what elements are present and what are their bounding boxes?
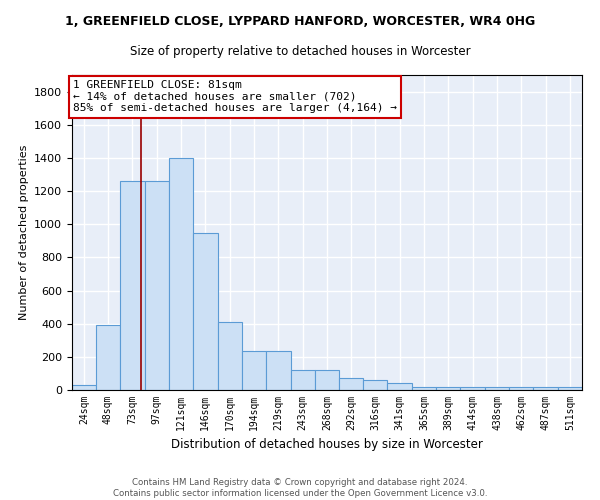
Bar [314, 370, 340, 390]
X-axis label: Distribution of detached houses by size in Worcester: Distribution of detached houses by size … [171, 438, 483, 452]
Bar [364, 380, 388, 390]
Bar [266, 351, 290, 390]
Bar [193, 232, 218, 390]
Y-axis label: Number of detached properties: Number of detached properties [19, 145, 29, 320]
Text: 1 GREENFIELD CLOSE: 81sqm
← 14% of detached houses are smaller (702)
85% of semi: 1 GREENFIELD CLOSE: 81sqm ← 14% of detac… [73, 80, 397, 113]
Bar [388, 382, 412, 390]
Bar [485, 386, 509, 390]
Bar [218, 322, 242, 390]
Bar [340, 378, 364, 390]
Bar [169, 158, 193, 390]
Text: Contains HM Land Registry data © Crown copyright and database right 2024.
Contai: Contains HM Land Registry data © Crown c… [113, 478, 487, 498]
Bar [412, 386, 436, 390]
Bar [509, 386, 533, 390]
Bar [242, 351, 266, 390]
Bar [558, 386, 582, 390]
Bar [145, 181, 169, 390]
Text: 1, GREENFIELD CLOSE, LYPPARD HANFORD, WORCESTER, WR4 0HG: 1, GREENFIELD CLOSE, LYPPARD HANFORD, WO… [65, 15, 535, 28]
Text: Size of property relative to detached houses in Worcester: Size of property relative to detached ho… [130, 45, 470, 58]
Bar [533, 386, 558, 390]
Bar [72, 385, 96, 390]
Bar [96, 326, 120, 390]
Bar [120, 181, 145, 390]
Bar [290, 370, 314, 390]
Bar [436, 386, 460, 390]
Bar [460, 386, 485, 390]
